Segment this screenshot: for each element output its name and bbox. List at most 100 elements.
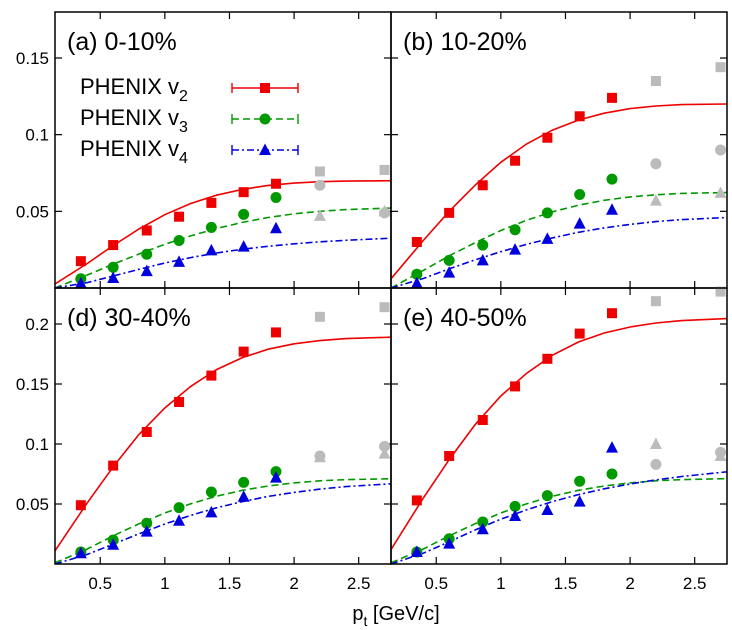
marker-v3 (574, 188, 586, 200)
gray-marker-v3 (314, 179, 326, 191)
marker-v2 (206, 370, 217, 381)
legend-marker (259, 113, 271, 125)
marker-v3 (238, 208, 250, 220)
marker-v2 (510, 381, 521, 392)
gray-marker-v4 (378, 204, 391, 217)
marker-v4 (443, 537, 456, 549)
marker-v3 (173, 234, 185, 246)
marker-v3 (606, 468, 618, 480)
y-tick-label: 0.1 (25, 126, 49, 145)
gray-marker-v2 (379, 164, 390, 175)
gray-marker-v4 (313, 209, 326, 221)
marker-v3 (411, 268, 423, 280)
marker-v4 (541, 503, 554, 515)
marker-v2 (75, 256, 86, 267)
marker-v2 (542, 132, 553, 143)
marker-v4 (205, 505, 218, 518)
marker-v4 (107, 271, 120, 284)
legend-label: PHENIX v4 (80, 136, 188, 167)
gray-marker-v2 (715, 62, 726, 73)
panel-1: (b) 10-20% (390, 11, 728, 289)
marker-v4 (173, 255, 186, 267)
marker-v4 (476, 522, 489, 535)
marker-v4 (573, 495, 586, 507)
marker-v2 (477, 415, 488, 425)
fit-curve-v4 (55, 237, 391, 288)
marker-v2 (411, 495, 422, 506)
panel-0: 0.05 0.1 0.15 (a) 0-10% (16, 11, 392, 289)
gray-marker-v3 (650, 458, 662, 470)
marker-v4 (74, 546, 87, 559)
marker-v2 (108, 240, 119, 251)
marker-v4 (541, 232, 554, 244)
marker-v3 (606, 173, 618, 185)
legend-label: PHENIX v2 (80, 74, 188, 105)
gray-marker-v3 (715, 144, 727, 156)
legend-marker (260, 83, 270, 93)
panel-ticks (391, 12, 727, 288)
marker-v4 (509, 509, 522, 521)
gray-marker-v2 (650, 76, 661, 86)
panel-label: (e) 40-50% (403, 304, 527, 332)
marker-v4 (107, 538, 120, 550)
marker-v4 (573, 217, 586, 229)
panel-label: (d) 30-40% (67, 304, 191, 332)
marker-v3 (141, 248, 153, 260)
fit-curve-v2 (55, 179, 391, 285)
fit-curve-v2 (391, 317, 727, 551)
gray-marker-v4 (313, 450, 326, 463)
y-tick-label: 0.15 (16, 375, 49, 394)
panel-2: 0.05 0.1 0.15 0.2 (d) 30-40% (16, 287, 392, 565)
marker-v2 (606, 308, 617, 319)
x-tick-label: 2.5 (347, 574, 371, 593)
marker-v4 (509, 243, 522, 255)
marker-v2 (270, 178, 281, 189)
x-tick-label: 2 (625, 574, 634, 593)
panel-ticks (55, 12, 391, 288)
marker-v3 (173, 502, 185, 514)
panel-frame (390, 287, 728, 565)
x-tick-label: 2 (289, 574, 298, 593)
marker-v4 (605, 441, 618, 453)
panel-ticks (391, 288, 727, 564)
marker-v3 (205, 486, 217, 498)
marker-v3 (141, 517, 153, 529)
gray-marker-v3 (650, 158, 662, 170)
marker-v4 (269, 471, 282, 483)
x-tick-label: 2.5 (683, 574, 707, 593)
marker-v2 (206, 197, 217, 208)
marker-v4 (605, 203, 618, 215)
marker-v3 (509, 224, 521, 236)
marker-v4 (269, 221, 282, 234)
gray-marker-v3 (379, 440, 391, 452)
panel-3: (e) 40-50% (390, 286, 728, 565)
marker-v4 (476, 253, 489, 266)
y-tick-label: 0.2 (25, 315, 49, 334)
fit-curve-v2 (391, 103, 727, 280)
x-axis: 0.5 1 1.5 2 2.5 0.5 1 1.5 2 2.5 (88, 574, 706, 593)
marker-v2 (574, 328, 585, 339)
x-tick-label: 1 (496, 574, 505, 593)
marker-v4 (410, 276, 423, 289)
panel-label: (a) 0-10% (67, 28, 177, 56)
gray-marker-v4 (714, 449, 727, 461)
marker-v3 (107, 261, 119, 273)
x-tick-label: 0.5 (88, 574, 112, 593)
gray-marker-v2 (715, 286, 726, 297)
marker-v3 (238, 476, 250, 488)
marker-v2 (510, 155, 521, 166)
marker-v2 (174, 211, 185, 222)
x-axis-label: pt [GeV/c] (352, 603, 439, 629)
marker-v2 (141, 225, 152, 236)
fit-curve-v3 (55, 478, 391, 564)
legend-marker (259, 143, 271, 155)
y-tick-label: 0.05 (16, 495, 49, 514)
panels: 0.05 0.1 0.15 (a) 0-10% (b) 10-20% 0.05 0.1 0.1… (16, 11, 728, 565)
marker-v2 (174, 397, 185, 407)
gray-marker-v4 (649, 194, 662, 206)
y-tick-label: 0.05 (16, 202, 49, 221)
marker-v4 (140, 525, 153, 537)
marker-v3 (574, 475, 586, 487)
gray-marker-v2 (314, 166, 325, 177)
